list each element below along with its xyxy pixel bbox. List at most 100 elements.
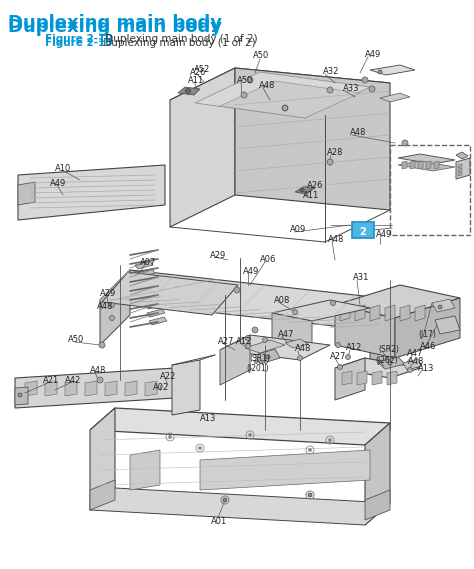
Circle shape [328, 439, 331, 442]
Circle shape [199, 447, 201, 450]
Polygon shape [335, 358, 365, 400]
Text: A48: A48 [408, 357, 424, 365]
Polygon shape [178, 87, 200, 95]
Circle shape [259, 361, 263, 364]
Circle shape [264, 361, 267, 364]
Polygon shape [403, 359, 422, 370]
Text: A32: A32 [323, 67, 339, 76]
Circle shape [109, 315, 115, 320]
Circle shape [292, 310, 298, 315]
Text: A48: A48 [97, 302, 113, 311]
Polygon shape [130, 450, 160, 490]
Circle shape [246, 336, 250, 340]
Polygon shape [100, 270, 400, 330]
Text: A47: A47 [278, 329, 294, 339]
Circle shape [282, 105, 288, 111]
Polygon shape [135, 261, 153, 269]
Polygon shape [357, 371, 367, 385]
Polygon shape [432, 299, 455, 312]
Text: A26: A26 [190, 68, 206, 76]
Text: A07: A07 [140, 258, 156, 266]
Polygon shape [370, 305, 380, 321]
Text: A11: A11 [188, 76, 204, 85]
Polygon shape [125, 381, 137, 396]
Text: 2: 2 [360, 227, 366, 237]
Polygon shape [355, 305, 365, 321]
Polygon shape [90, 408, 115, 510]
Polygon shape [335, 358, 420, 378]
Polygon shape [378, 357, 405, 369]
Polygon shape [235, 68, 390, 210]
Polygon shape [456, 158, 470, 179]
Polygon shape [380, 93, 410, 102]
Polygon shape [402, 161, 407, 169]
Circle shape [298, 356, 302, 361]
Text: Figure 2-10: Figure 2-10 [45, 38, 112, 48]
Polygon shape [195, 72, 370, 118]
Text: A27: A27 [218, 336, 234, 345]
Polygon shape [105, 381, 117, 396]
Text: A49: A49 [50, 179, 66, 188]
Polygon shape [100, 270, 130, 345]
Polygon shape [458, 172, 462, 176]
Text: A21: A21 [43, 376, 59, 385]
Polygon shape [18, 182, 35, 205]
Circle shape [378, 70, 382, 74]
Polygon shape [415, 305, 425, 321]
Text: A52: A52 [194, 64, 210, 73]
Text: (J202): (J202) [375, 356, 398, 365]
Text: A29: A29 [100, 288, 116, 298]
Text: A29: A29 [210, 250, 226, 259]
Circle shape [255, 361, 257, 364]
Text: A12: A12 [346, 343, 362, 352]
Text: A12: A12 [236, 336, 252, 345]
Text: (J17): (J17) [418, 329, 436, 339]
Polygon shape [456, 152, 468, 159]
Text: A22: A22 [160, 372, 176, 381]
Circle shape [168, 435, 172, 439]
Text: A01: A01 [211, 517, 227, 526]
Text: A33: A33 [343, 84, 359, 93]
Text: A13: A13 [418, 364, 434, 373]
Polygon shape [15, 368, 175, 408]
Text: (J201): (J201) [246, 364, 269, 373]
Text: A50: A50 [68, 335, 84, 344]
Circle shape [109, 303, 115, 307]
Polygon shape [25, 381, 37, 396]
Circle shape [346, 354, 350, 360]
Text: Figure 2-10: Figure 2-10 [45, 34, 112, 44]
Text: A08: A08 [274, 295, 291, 304]
Polygon shape [387, 371, 397, 385]
Text: A48: A48 [90, 365, 106, 374]
Circle shape [223, 498, 227, 502]
Polygon shape [90, 408, 390, 445]
Circle shape [234, 287, 240, 293]
Circle shape [18, 393, 22, 397]
Text: A28: A28 [327, 147, 343, 156]
Polygon shape [15, 387, 28, 405]
Circle shape [327, 159, 333, 165]
Polygon shape [426, 161, 431, 169]
Circle shape [438, 305, 442, 309]
Polygon shape [400, 305, 410, 321]
Polygon shape [220, 335, 330, 360]
Polygon shape [200, 450, 370, 490]
Text: A27: A27 [330, 352, 346, 361]
Text: A09: A09 [290, 225, 306, 233]
Text: A13: A13 [200, 414, 216, 423]
Text: A11: A11 [303, 191, 319, 200]
Polygon shape [102, 272, 238, 315]
Polygon shape [170, 68, 235, 227]
Polygon shape [458, 164, 462, 168]
Polygon shape [335, 285, 460, 318]
Circle shape [247, 77, 253, 83]
Polygon shape [342, 371, 352, 385]
Polygon shape [85, 381, 97, 396]
Circle shape [336, 343, 340, 348]
Text: A10: A10 [55, 163, 71, 172]
Circle shape [248, 434, 252, 436]
Text: A06: A06 [260, 254, 276, 263]
Polygon shape [335, 305, 395, 358]
Circle shape [402, 140, 408, 146]
Circle shape [99, 342, 105, 348]
